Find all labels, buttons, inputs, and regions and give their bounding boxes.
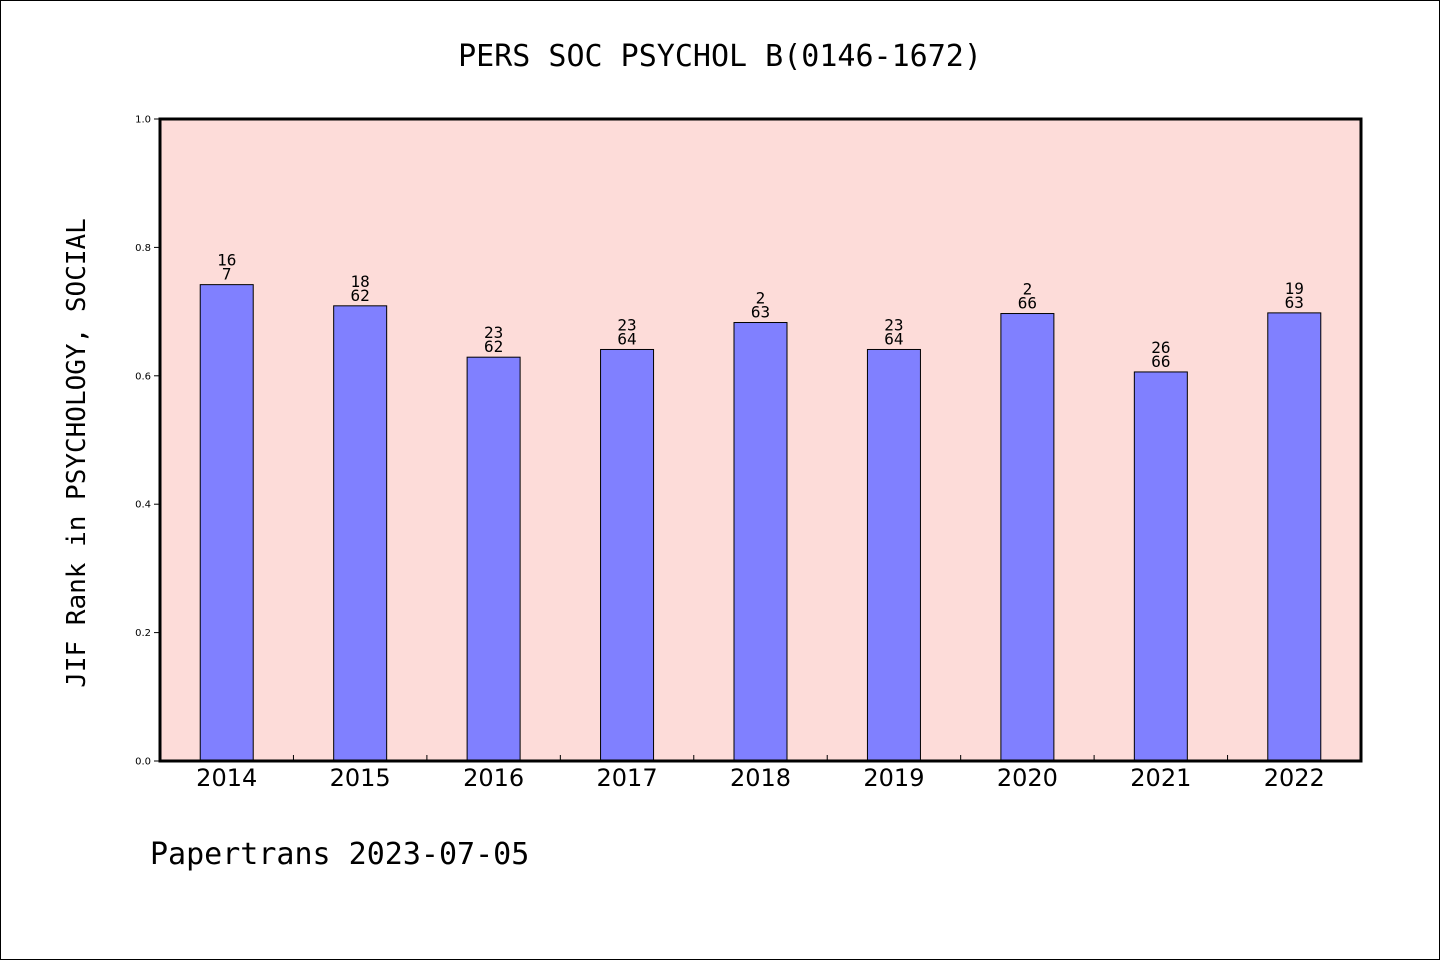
bar-label-rank: 23	[617, 315, 636, 334]
bar-label-total: 62	[351, 286, 370, 305]
bar-2018	[733, 322, 788, 762]
bar-label-total: 63	[1285, 293, 1304, 312]
bar-label-total: 64	[884, 329, 903, 348]
x-axis: 2014 2015 2016 2017 2018 2019 2020 2021 2022	[196, 755, 1325, 792]
y-axis-label: JIF Rank in PSYCHOLOGY, SOCIAL	[62, 218, 92, 688]
bar-label-total: 64	[617, 329, 636, 348]
bar-label-rank: 23	[884, 315, 903, 334]
x-tick-label: 2018	[730, 764, 791, 792]
bar-label-rank: 23	[484, 323, 503, 342]
y-tick-label: 0.2	[135, 628, 151, 639]
chart-title: PERS SOC PSYCHOL B(0146-1672)	[458, 39, 982, 74]
x-tick-label: 2022	[1264, 764, 1325, 792]
y-tick-label: 0.0	[135, 757, 151, 768]
bar-label-total: 63	[751, 303, 770, 322]
bar-label-rank: 19	[1285, 279, 1304, 298]
plot-border	[158, 117, 1363, 763]
x-tick-label: 2021	[1130, 764, 1191, 792]
x-tick-label: 2015	[330, 764, 391, 792]
x-tick-label: 2014	[196, 764, 257, 792]
bar-2016	[466, 356, 521, 762]
bar-2022	[1267, 312, 1322, 762]
x-tick-label: 2020	[997, 764, 1058, 792]
footer-credit: Papertrans 2023-07-05	[150, 837, 529, 872]
bar-2015	[333, 305, 388, 762]
bar-label-rank: 2	[1023, 280, 1033, 299]
y-axis: 0.0 0.2 0.4 0.6 0.8 1.0	[135, 115, 160, 768]
bar-label-rank: 26	[1151, 338, 1170, 357]
x-tick-label: 2017	[597, 764, 658, 792]
x-tick-label: 2016	[463, 764, 524, 792]
bar-label-total: 7	[222, 265, 232, 284]
y-tick-label: 0.4	[135, 500, 151, 511]
bar-2020	[1000, 313, 1055, 762]
bar-label-total: 66	[1018, 294, 1037, 313]
bar-2017	[600, 348, 655, 762]
bar-2014	[199, 284, 254, 762]
bar-2021	[1133, 371, 1188, 762]
bar-label-total: 66	[1151, 352, 1170, 371]
bar-label-rank: 18	[351, 272, 370, 291]
y-tick-label: 0.6	[135, 371, 151, 382]
bar-label-rank: 16	[217, 251, 236, 270]
bar-label-rank: 2	[756, 289, 766, 308]
x-tick-label: 2019	[863, 764, 924, 792]
y-tick-label: 0.8	[135, 243, 151, 254]
y-tick-label: 1.0	[135, 115, 151, 126]
bar-2019	[866, 348, 921, 762]
bar-label-total: 62	[484, 337, 503, 356]
